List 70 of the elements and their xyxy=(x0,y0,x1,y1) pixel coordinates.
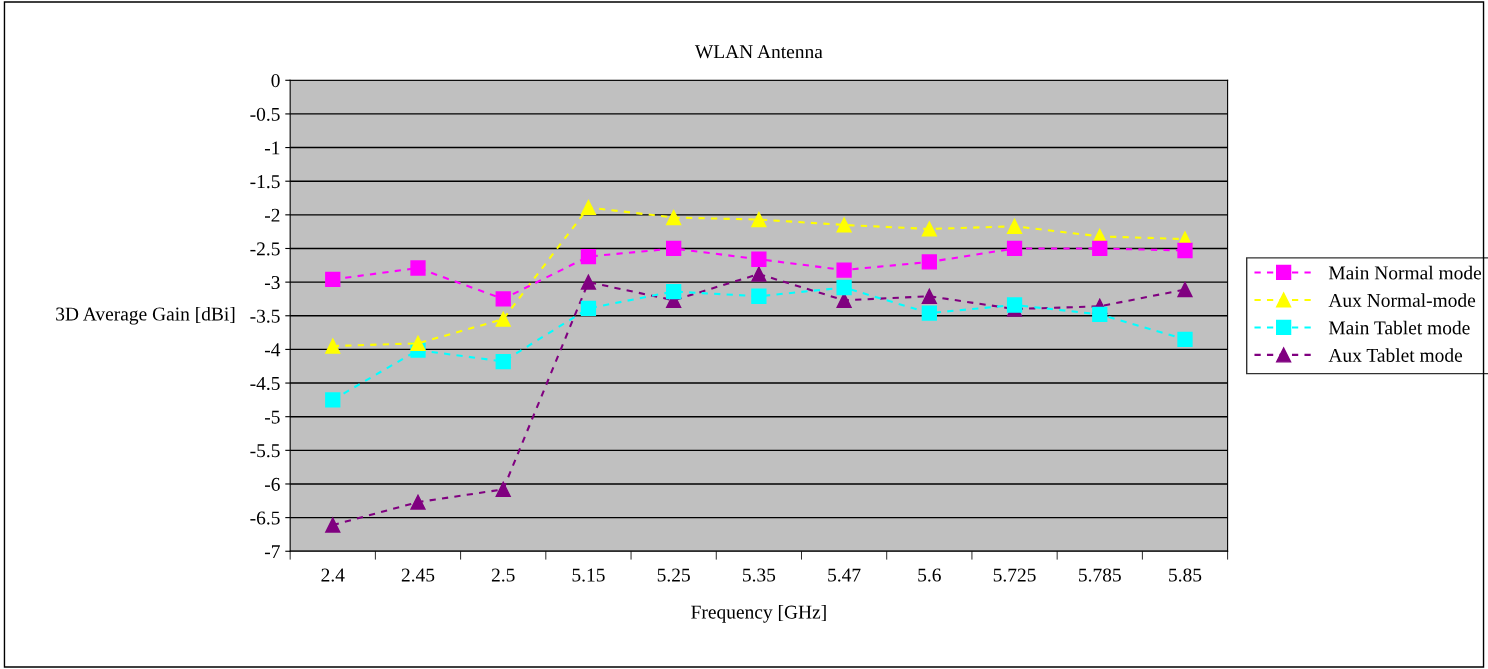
point xyxy=(495,291,511,307)
point xyxy=(836,217,852,233)
x-tick-label: 5.785 xyxy=(1079,568,1121,582)
y-tick-label: -6.5 xyxy=(250,511,280,525)
point xyxy=(836,279,852,296)
x-axis-title: Frequency [GHz] xyxy=(691,605,826,623)
x-tick-label: 5.25 xyxy=(657,568,690,582)
point xyxy=(495,311,511,327)
point xyxy=(1006,297,1023,313)
y-tick-label: -4 xyxy=(264,343,281,357)
legend-label: Main Tablet mode xyxy=(1328,320,1470,335)
point xyxy=(325,392,341,408)
x-tick-label: 5.47 xyxy=(828,568,861,582)
point xyxy=(1006,240,1023,257)
y-tick-label: 0 xyxy=(271,74,280,88)
point xyxy=(666,240,682,257)
x-tick-label: 5.6 xyxy=(918,568,941,582)
x-tick-label: 5.725 xyxy=(993,568,1036,582)
x-tick-label: 2.45 xyxy=(401,568,435,582)
y-tick-label: -7 xyxy=(264,545,280,558)
point xyxy=(325,517,341,533)
y-tick-label: -5 xyxy=(264,410,280,424)
x-tick-label: 2.4 xyxy=(321,568,345,582)
chart-title: WLAN Antenna xyxy=(694,45,823,59)
y-tick-label: -5.5 xyxy=(250,444,280,458)
point xyxy=(410,260,426,276)
y-tick-label: -4.5 xyxy=(250,377,280,391)
x-tick-label: 5.85 xyxy=(1169,568,1202,582)
y-tick-label: -3 xyxy=(264,276,280,290)
point xyxy=(495,353,511,370)
point xyxy=(921,254,937,270)
point xyxy=(751,266,767,282)
point xyxy=(410,494,426,510)
point xyxy=(751,211,767,228)
point xyxy=(1092,240,1108,257)
legend-label: Aux Normal-mode xyxy=(1328,293,1476,307)
point xyxy=(580,199,597,216)
point xyxy=(1006,218,1023,234)
point xyxy=(1177,331,1193,347)
point xyxy=(921,305,937,321)
point xyxy=(1092,306,1108,323)
point xyxy=(1177,281,1193,298)
point xyxy=(580,248,597,265)
point xyxy=(836,262,852,278)
point xyxy=(751,251,767,267)
point xyxy=(325,271,341,288)
point xyxy=(921,221,937,237)
point xyxy=(580,274,597,290)
y-tick-label: -3.5 xyxy=(250,309,280,323)
point xyxy=(751,288,767,304)
y-tick-label: -0.5 xyxy=(250,107,280,121)
point xyxy=(921,288,937,304)
y-tick-label: -1.5 xyxy=(250,175,280,189)
y-tick-label: -1 xyxy=(264,141,280,155)
y-tick-label: -6 xyxy=(264,477,280,491)
point xyxy=(1177,242,1193,259)
x-tick-label: 2.5 xyxy=(491,568,515,582)
point xyxy=(666,209,682,226)
point xyxy=(495,481,511,497)
x-tick-label: 5.15 xyxy=(572,568,605,582)
y-axis-title: 3D Average Gain [dBi] xyxy=(56,306,235,325)
y-tick-label: -2.5 xyxy=(250,242,280,256)
legend-label: Aux Tablet mode xyxy=(1328,348,1463,362)
y-tick-label: -2 xyxy=(264,208,280,222)
point xyxy=(580,300,597,317)
point xyxy=(410,335,426,351)
point xyxy=(666,283,682,300)
x-tick-label: 5.35 xyxy=(743,568,776,582)
legend-label: Main Normal mode xyxy=(1328,265,1482,280)
point xyxy=(325,338,341,354)
